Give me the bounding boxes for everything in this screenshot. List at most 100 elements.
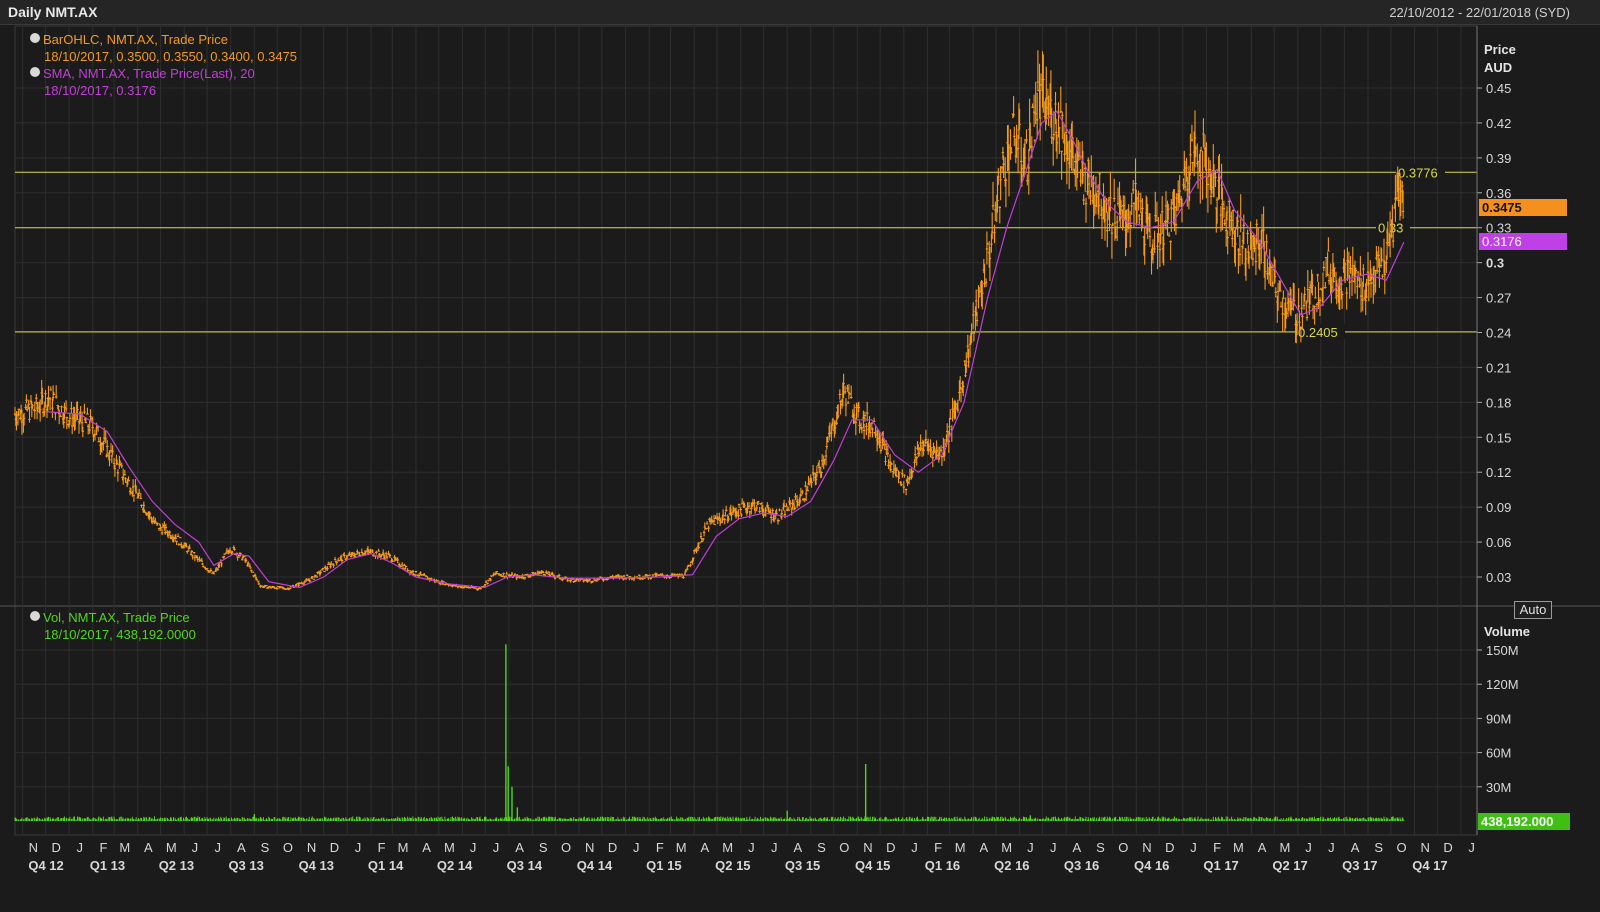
quarter-tick-label: Q3 14: [507, 858, 543, 873]
month-tick-label: J: [771, 840, 778, 855]
volume-tick-label: 150M: [1486, 643, 1519, 658]
chart-grid: [0, 25, 1600, 836]
month-tick-label: D: [1443, 840, 1452, 855]
chart-title: Daily NMT.AX: [8, 4, 98, 20]
price-tick-label: 0.21: [1486, 360, 1511, 375]
month-tick-label: J: [633, 840, 640, 855]
price-tick-label: 0.33: [1486, 221, 1511, 236]
price-bars-series: [13, 50, 1405, 591]
month-tick-label: J: [911, 840, 918, 855]
month-tick-label: F: [1213, 840, 1221, 855]
price-tick-label: 0.15: [1486, 430, 1511, 445]
month-tick-label: A: [144, 840, 153, 855]
quarter-tick-label: Q1 17: [1203, 858, 1238, 873]
month-tick-label: A: [1351, 840, 1360, 855]
quarter-tick-label: Q2 16: [994, 858, 1029, 873]
month-tick-label: D: [51, 840, 60, 855]
price-tick-label: 0.18: [1486, 395, 1511, 410]
price-tick-label: 0.39: [1486, 151, 1511, 166]
volume-axis-title: Volume: [1484, 624, 1530, 639]
expand-icon[interactable]: [30, 611, 40, 621]
month-tick-label: F: [378, 840, 386, 855]
ohlc-bars: [13, 50, 1405, 591]
month-tick-label: A: [422, 840, 431, 855]
month-tick-label: J: [748, 840, 755, 855]
month-tick-label: M: [166, 840, 177, 855]
month-tick-label: M: [1233, 840, 1244, 855]
quarter-tick-label: Q4 13: [299, 858, 334, 873]
volume-legend: Vol, NMT.AX, Trade Price 18/10/2017, 438…: [30, 609, 196, 643]
volume-tick-label: 30M: [1486, 780, 1511, 795]
month-tick-label: M: [398, 840, 409, 855]
month-tick-label: N: [29, 840, 38, 855]
volume-tick-label: 60M: [1486, 746, 1511, 761]
quarter-tick-label: Q4 17: [1412, 858, 1447, 873]
month-tick-label: A: [1258, 840, 1267, 855]
month-tick-label: F: [99, 840, 107, 855]
support-resistance-lines: 0.3776 0.33 0.2405: [15, 164, 1477, 340]
volume-series: [14, 644, 1405, 821]
month-tick-label: O: [1118, 840, 1128, 855]
month-tick-label: S: [1374, 840, 1383, 855]
month-tick-label: J: [1468, 840, 1475, 855]
title-bar: Daily NMT.AX 22/10/2012 - 22/01/2018 (SY…: [0, 0, 1600, 25]
quarter-tick-label: Q1 13: [90, 858, 125, 873]
quarter-tick-label: Q2 15: [715, 858, 750, 873]
plot-frame: [14, 25, 1478, 836]
month-tick-label: D: [330, 840, 339, 855]
month-tick-label: J: [1305, 840, 1312, 855]
quarter-tick-label: Q2 14: [437, 858, 473, 873]
price-auto-scale-button[interactable]: Auto: [1514, 601, 1552, 619]
month-tick-label: O: [839, 840, 849, 855]
price-tick-label: 0.24: [1486, 326, 1511, 341]
quarter-tick-label: Q3 16: [1064, 858, 1099, 873]
month-tick-label: O: [561, 840, 571, 855]
month-tick-label: D: [886, 840, 895, 855]
y-axes: 0.03 0.06 0.09 0.12 0.15 0.18 0.21 0.24 0.27 0.3 0…: [1476, 26, 1519, 835]
price-tick-label: 0.09: [1486, 500, 1511, 515]
quarter-tick-label: Q1 15: [646, 858, 681, 873]
month-tick-label: A: [1072, 840, 1081, 855]
price-volume-chart[interactable]: 0.3776 0.33 0.2405 0.03 0.06 0.09 0.12 0.15 0.1…: [0, 24, 1600, 912]
quarter-tick-label: Q2 17: [1272, 858, 1307, 873]
month-tick-label: D: [1165, 840, 1174, 855]
month-tick-label: A: [979, 840, 988, 855]
month-tick-label: J: [192, 840, 199, 855]
month-tick-label: J: [215, 840, 222, 855]
price-axis-title: Price: [1484, 42, 1516, 57]
ohlc-legend-label: BarOHLC, NMT.AX, Trade Price: [43, 32, 228, 47]
month-tick-label: N: [1142, 840, 1151, 855]
last-price-box: 0.3475: [1479, 199, 1567, 216]
month-tick-label: J: [493, 840, 500, 855]
month-tick-label: A: [515, 840, 524, 855]
quarter-tick-label: Q3 13: [228, 858, 263, 873]
sma-line-series: [45, 110, 1405, 589]
ohlc-legend-values: 18/10/2017, 0.3500, 0.3550, 0.3400, 0.34…: [44, 49, 298, 64]
month-tick-label: F: [656, 840, 664, 855]
month-tick-label: D: [608, 840, 617, 855]
month-tick-label: M: [119, 840, 130, 855]
month-tick-label: O: [1396, 840, 1406, 855]
month-tick-label: M: [1001, 840, 1012, 855]
level-label-bg: [1396, 164, 1445, 180]
price-axis-unit: AUD: [1484, 60, 1513, 75]
month-tick-label: S: [539, 840, 548, 855]
level-label-bg: [1296, 323, 1345, 339]
volume-baseline-bars: [14, 816, 1404, 821]
month-tick-label: F: [934, 840, 942, 855]
month-tick-label: J: [1190, 840, 1197, 855]
expand-icon[interactable]: [30, 67, 40, 77]
level-label: 0.3776: [1398, 165, 1438, 180]
month-tick-label: J: [470, 840, 477, 855]
month-tick-label: N: [1420, 840, 1429, 855]
month-tick-label: M: [955, 840, 966, 855]
sma-legend-label: SMA, NMT.AX, Trade Price(Last), 20: [43, 66, 255, 81]
expand-icon[interactable]: [30, 33, 40, 43]
quarter-tick-label: Q4 16: [1134, 858, 1169, 873]
quarter-tick-label: Q1 16: [925, 858, 960, 873]
month-tick-label: M: [676, 840, 687, 855]
volume-tick-label: 90M: [1486, 711, 1511, 726]
last-volume-box: 438,192.000: [1478, 813, 1570, 830]
month-tick-label: N: [863, 840, 872, 855]
month-tick-label: A: [237, 840, 246, 855]
